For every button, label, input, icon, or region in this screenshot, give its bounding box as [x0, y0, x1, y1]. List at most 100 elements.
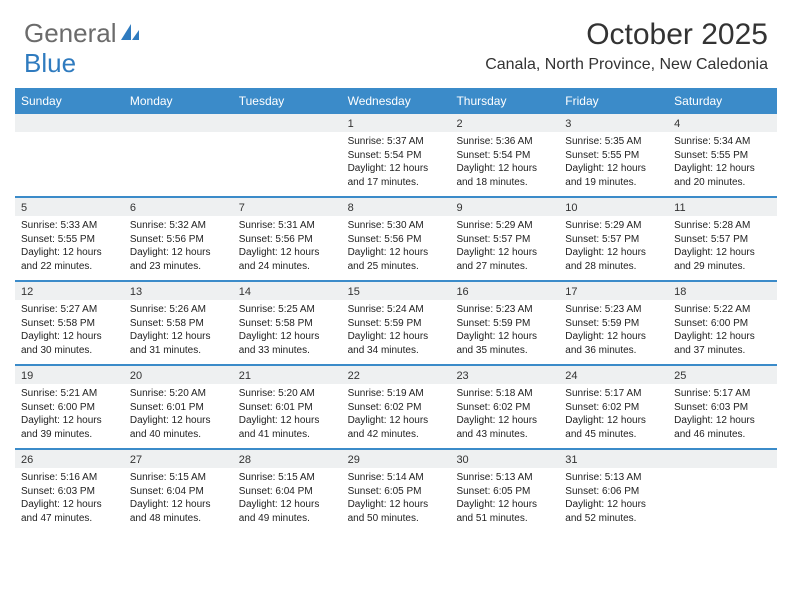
calendar-cell: 24Sunrise: 5:17 AMSunset: 6:02 PMDayligh…: [559, 366, 668, 448]
brand-sail-icon: [119, 18, 141, 49]
cell-body: Sunrise: 5:23 AMSunset: 5:59 PMDaylight:…: [559, 300, 668, 361]
sunset-text: Sunset: 5:57 PM: [565, 233, 662, 247]
daylight-text: Daylight: 12 hours and 40 minutes.: [130, 414, 227, 441]
sunset-text: Sunset: 5:54 PM: [348, 149, 445, 163]
sunset-text: Sunset: 6:03 PM: [21, 485, 118, 499]
sunset-text: Sunset: 6:00 PM: [21, 401, 118, 415]
sunset-text: Sunset: 6:03 PM: [674, 401, 771, 415]
weekday-header: Wednesday: [342, 88, 451, 114]
calendar-cell: 27Sunrise: 5:15 AMSunset: 6:04 PMDayligh…: [124, 450, 233, 532]
calendar-cell: 26Sunrise: 5:16 AMSunset: 6:03 PMDayligh…: [15, 450, 124, 532]
calendar-cell: [124, 114, 233, 196]
cell-body: Sunrise: 5:15 AMSunset: 6:04 PMDaylight:…: [233, 468, 342, 529]
daylight-text: Daylight: 12 hours and 49 minutes.: [239, 498, 336, 525]
day-number: [124, 114, 233, 132]
cell-body: Sunrise: 5:24 AMSunset: 5:59 PMDaylight:…: [342, 300, 451, 361]
sunrise-text: Sunrise: 5:19 AM: [348, 387, 445, 401]
sunrise-text: Sunrise: 5:30 AM: [348, 219, 445, 233]
sunset-text: Sunset: 6:00 PM: [674, 317, 771, 331]
day-number: 30: [450, 450, 559, 468]
cell-body: Sunrise: 5:20 AMSunset: 6:01 PMDaylight:…: [124, 384, 233, 445]
cell-body: Sunrise: 5:18 AMSunset: 6:02 PMDaylight:…: [450, 384, 559, 445]
calendar-cell: 10Sunrise: 5:29 AMSunset: 5:57 PMDayligh…: [559, 198, 668, 280]
daylight-text: Daylight: 12 hours and 25 minutes.: [348, 246, 445, 273]
sunrise-text: Sunrise: 5:37 AM: [348, 135, 445, 149]
cell-body: Sunrise: 5:37 AMSunset: 5:54 PMDaylight:…: [342, 132, 451, 193]
sunrise-text: Sunrise: 5:36 AM: [456, 135, 553, 149]
daylight-text: Daylight: 12 hours and 51 minutes.: [456, 498, 553, 525]
calendar-cell: 22Sunrise: 5:19 AMSunset: 6:02 PMDayligh…: [342, 366, 451, 448]
sunset-text: Sunset: 6:01 PM: [239, 401, 336, 415]
cell-body: Sunrise: 5:27 AMSunset: 5:58 PMDaylight:…: [15, 300, 124, 361]
day-number: 29: [342, 450, 451, 468]
cell-body: Sunrise: 5:17 AMSunset: 6:03 PMDaylight:…: [668, 384, 777, 445]
weekday-header: Saturday: [668, 88, 777, 114]
calendar-cell: 16Sunrise: 5:23 AMSunset: 5:59 PMDayligh…: [450, 282, 559, 364]
cell-body: [15, 132, 124, 139]
cell-body: Sunrise: 5:33 AMSunset: 5:55 PMDaylight:…: [15, 216, 124, 277]
cell-body: Sunrise: 5:20 AMSunset: 6:01 PMDaylight:…: [233, 384, 342, 445]
day-number: 15: [342, 282, 451, 300]
calendar-cell: 3Sunrise: 5:35 AMSunset: 5:55 PMDaylight…: [559, 114, 668, 196]
daylight-text: Daylight: 12 hours and 20 minutes.: [674, 162, 771, 189]
daylight-text: Daylight: 12 hours and 30 minutes.: [21, 330, 118, 357]
sunrise-text: Sunrise: 5:23 AM: [456, 303, 553, 317]
sunset-text: Sunset: 5:58 PM: [21, 317, 118, 331]
day-number: 6: [124, 198, 233, 216]
sunrise-text: Sunrise: 5:25 AM: [239, 303, 336, 317]
day-number: 24: [559, 366, 668, 384]
day-number: 17: [559, 282, 668, 300]
sunrise-text: Sunrise: 5:15 AM: [239, 471, 336, 485]
day-number: 26: [15, 450, 124, 468]
sunset-text: Sunset: 6:02 PM: [456, 401, 553, 415]
weekday-header: Monday: [124, 88, 233, 114]
weekday-header: Sunday: [15, 88, 124, 114]
calendar-cell: 21Sunrise: 5:20 AMSunset: 6:01 PMDayligh…: [233, 366, 342, 448]
calendar-cell: 9Sunrise: 5:29 AMSunset: 5:57 PMDaylight…: [450, 198, 559, 280]
cell-body: Sunrise: 5:13 AMSunset: 6:05 PMDaylight:…: [450, 468, 559, 529]
calendar-week-row: 1Sunrise: 5:37 AMSunset: 5:54 PMDaylight…: [15, 114, 777, 196]
sunset-text: Sunset: 6:01 PM: [130, 401, 227, 415]
day-number: 28: [233, 450, 342, 468]
sunset-text: Sunset: 5:59 PM: [348, 317, 445, 331]
cell-body: Sunrise: 5:34 AMSunset: 5:55 PMDaylight:…: [668, 132, 777, 193]
cell-body: Sunrise: 5:22 AMSunset: 6:00 PMDaylight:…: [668, 300, 777, 361]
sunset-text: Sunset: 5:59 PM: [565, 317, 662, 331]
calendar-cell: 7Sunrise: 5:31 AMSunset: 5:56 PMDaylight…: [233, 198, 342, 280]
cell-body: Sunrise: 5:31 AMSunset: 5:56 PMDaylight:…: [233, 216, 342, 277]
daylight-text: Daylight: 12 hours and 47 minutes.: [21, 498, 118, 525]
calendar-cell: 17Sunrise: 5:23 AMSunset: 5:59 PMDayligh…: [559, 282, 668, 364]
day-number: 13: [124, 282, 233, 300]
cell-body: [668, 468, 777, 475]
brand-part2: Blue: [24, 48, 76, 78]
sunset-text: Sunset: 5:55 PM: [565, 149, 662, 163]
day-number: 3: [559, 114, 668, 132]
sunrise-text: Sunrise: 5:23 AM: [565, 303, 662, 317]
sunrise-text: Sunrise: 5:13 AM: [456, 471, 553, 485]
daylight-text: Daylight: 12 hours and 27 minutes.: [456, 246, 553, 273]
cell-body: [233, 132, 342, 139]
sunrise-text: Sunrise: 5:15 AM: [130, 471, 227, 485]
sunset-text: Sunset: 5:56 PM: [130, 233, 227, 247]
day-number: 12: [15, 282, 124, 300]
daylight-text: Daylight: 12 hours and 37 minutes.: [674, 330, 771, 357]
day-number: 19: [15, 366, 124, 384]
day-number: 23: [450, 366, 559, 384]
day-number: 31: [559, 450, 668, 468]
cell-body: Sunrise: 5:16 AMSunset: 6:03 PMDaylight:…: [15, 468, 124, 529]
cell-body: Sunrise: 5:17 AMSunset: 6:02 PMDaylight:…: [559, 384, 668, 445]
daylight-text: Daylight: 12 hours and 17 minutes.: [348, 162, 445, 189]
sunrise-text: Sunrise: 5:27 AM: [21, 303, 118, 317]
calendar-cell: 6Sunrise: 5:32 AMSunset: 5:56 PMDaylight…: [124, 198, 233, 280]
cell-body: Sunrise: 5:14 AMSunset: 6:05 PMDaylight:…: [342, 468, 451, 529]
day-number: [233, 114, 342, 132]
sunrise-text: Sunrise: 5:16 AM: [21, 471, 118, 485]
daylight-text: Daylight: 12 hours and 45 minutes.: [565, 414, 662, 441]
day-number: 2: [450, 114, 559, 132]
sunrise-text: Sunrise: 5:21 AM: [21, 387, 118, 401]
sunrise-text: Sunrise: 5:35 AM: [565, 135, 662, 149]
cell-body: Sunrise: 5:19 AMSunset: 6:02 PMDaylight:…: [342, 384, 451, 445]
cell-body: [124, 132, 233, 139]
daylight-text: Daylight: 12 hours and 36 minutes.: [565, 330, 662, 357]
sunset-text: Sunset: 5:57 PM: [456, 233, 553, 247]
